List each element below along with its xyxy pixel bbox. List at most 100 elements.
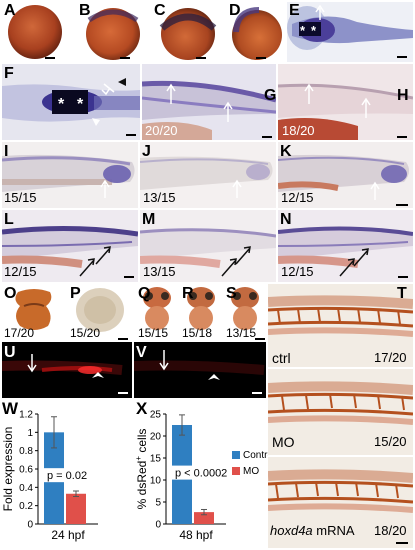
panel-label-b: B (79, 2, 91, 19)
embryo-h-image (278, 83, 413, 140)
annotation-box (172, 465, 224, 480)
y-tick-label: 20 (150, 432, 162, 443)
count-l: 12/15 (4, 264, 37, 279)
panel-m (140, 210, 276, 282)
panel-u (2, 342, 132, 398)
panel-p (68, 284, 132, 342)
embryo-j-image (140, 156, 273, 198)
embryo-m-image (140, 228, 276, 277)
panel-label-r: R (182, 285, 194, 302)
y-tick-label: 10 (150, 476, 162, 487)
panel-l (2, 210, 138, 282)
chart-x: 0 5 10 15 20 25 p < 0.0002 48 hpf % dsRed+ cells… (134, 410, 268, 543)
t-row-ctrl-count: 17/20 (374, 350, 407, 365)
count-j: 13/15 (143, 190, 176, 205)
embryo-n-image (278, 226, 413, 278)
panel-label-k: K (280, 143, 292, 160)
panel-d (227, 2, 285, 62)
legend-label-control: Control (243, 450, 268, 461)
scale-bar-b (120, 57, 130, 59)
embryo-r-image (187, 287, 215, 330)
panel-r (180, 284, 222, 342)
embryo-a-image (8, 5, 62, 59)
vessel-images (268, 295, 413, 544)
annotation-text: p = 0.02 (47, 470, 87, 482)
panel-b (77, 2, 150, 62)
panel-label-c: C (154, 2, 166, 19)
panel-label-f: F (4, 65, 14, 82)
panel-label-v: V (136, 344, 147, 361)
panel-label-w: W (2, 399, 19, 418)
legend-swatch-mo (232, 467, 240, 475)
panel-h (278, 64, 413, 140)
embryo-u-image (2, 354, 128, 394)
embryo-d-image (232, 7, 282, 60)
embryo-b-image (86, 8, 140, 60)
y-tick-label: 0 (27, 520, 33, 531)
t-row-mrna-label: hoxd4a mRNA (270, 523, 355, 538)
embryo-f-image: * * (2, 78, 140, 136)
panel-j (140, 142, 276, 208)
scale-bar-g (262, 136, 272, 138)
scale-bar-p (118, 338, 128, 340)
panel-c (152, 2, 225, 62)
panel-t (268, 284, 413, 548)
chart-w: 0 0.2 0.4 0.6 0.8 1 1.2 p = 0.02 24 hpf Fold expr… (1, 410, 98, 542)
y-tick-label: 15 (150, 454, 162, 465)
embryo-i-image (2, 154, 135, 198)
panel-label-o: O (4, 285, 17, 302)
legend-label-mo: MO (243, 466, 259, 477)
panel-label-i: I (4, 143, 9, 160)
count-q: 15/15 (138, 326, 169, 340)
panel-label-d: D (229, 2, 241, 19)
count-g: 20/20 (145, 123, 178, 138)
svg-text:*: * (77, 96, 84, 113)
t-row-mrna-gene: hoxd4a (270, 523, 313, 538)
panel-label-p: P (70, 285, 81, 302)
panel-s (224, 284, 266, 342)
y-tick-label: 1 (27, 428, 33, 439)
panel-label-e: E (289, 2, 300, 19)
panel-label-m: M (142, 211, 156, 228)
embryo-l-image (2, 225, 138, 278)
count-n: 12/15 (281, 264, 314, 279)
count-h: 18/20 (282, 123, 315, 138)
t-row-mo-label: MO (272, 434, 295, 450)
vessel-mo-image (268, 381, 413, 425)
annotation-text: p < 0.0002 (175, 468, 227, 480)
embryo-p-image (76, 288, 124, 332)
panel-v (134, 342, 266, 398)
panel-label-n: N (280, 211, 292, 228)
panel-f: * * (2, 64, 140, 140)
svg-text:*: * (311, 23, 317, 38)
panel-i (2, 142, 138, 208)
vessel-ctrl-image (268, 295, 413, 337)
y-axis-label: % dsRed+ cells (134, 429, 149, 510)
y-axis-label: Fold expression (1, 427, 15, 512)
panel-q (136, 284, 178, 342)
x-axis-label: 24 hpf (51, 528, 85, 542)
t-row-mrna-count: 18/20 (374, 523, 407, 538)
count-i: 15/15 (4, 190, 37, 205)
svg-text:*: * (58, 96, 65, 113)
y-tick-label: 0 (155, 520, 161, 531)
embryo-q-image (143, 287, 171, 330)
scale-bar-s (255, 338, 265, 340)
embryo-g-image (142, 80, 276, 140)
y-tick-label: 0.2 (19, 501, 33, 512)
panel-label-t: T (397, 285, 407, 302)
t-row-ctrl-label: ctrl (272, 350, 291, 366)
panel-label-g: G (264, 87, 277, 104)
panel-label-x: X (136, 399, 148, 418)
scale-bar-c (196, 57, 206, 59)
count-m: 13/15 (143, 264, 176, 279)
count-r: 15/18 (182, 326, 213, 340)
panel-a (2, 2, 75, 62)
bar-mo (66, 493, 86, 524)
count-p: 15/20 (70, 326, 101, 340)
y-tick-label: 0.6 (19, 465, 33, 476)
y-tick-label: 0.8 (19, 446, 33, 457)
count-s: 13/15 (226, 326, 257, 340)
t-row-mo-count: 15/20 (374, 434, 407, 449)
annotation-box (44, 468, 86, 483)
